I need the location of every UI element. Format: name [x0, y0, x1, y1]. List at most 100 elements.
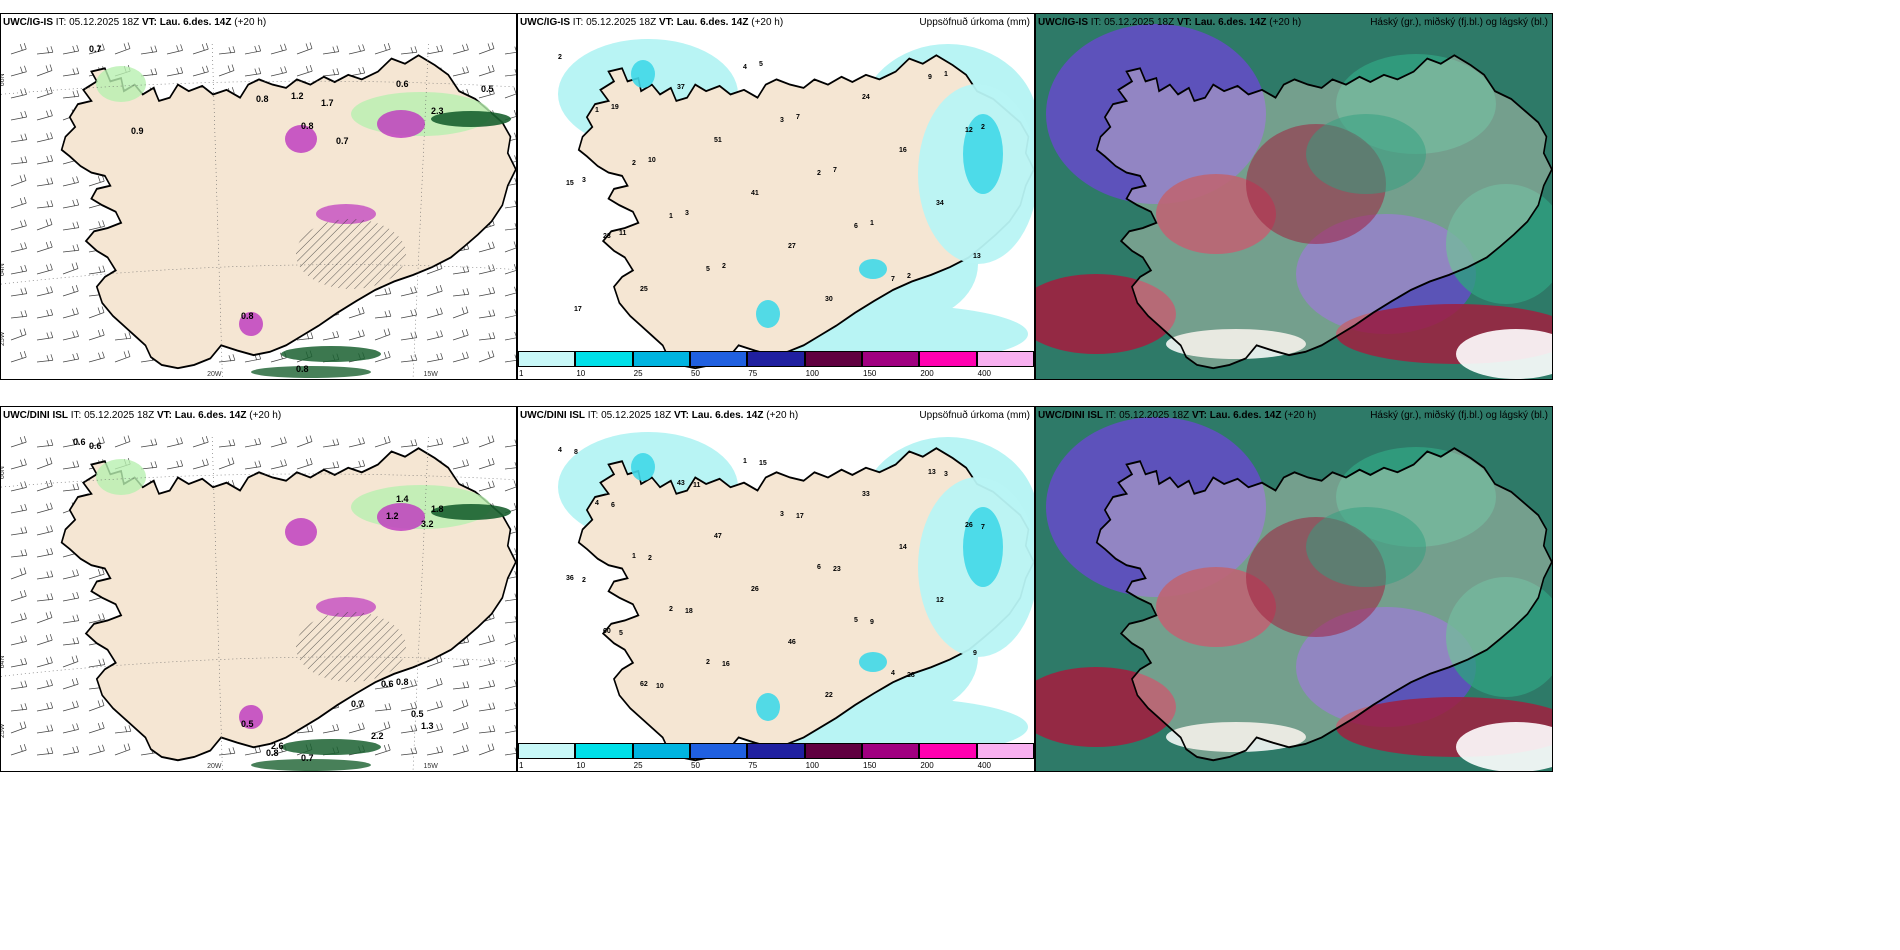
colorbar-segment — [518, 743, 576, 759]
precip-value: 7 — [796, 114, 800, 121]
cloud-mid — [1296, 607, 1476, 727]
precip-value: 4 — [891, 670, 895, 677]
precip-value: 51 — [714, 137, 722, 144]
title-part: 05.12.2025 18Z — [586, 17, 657, 28]
cloud-low-red — [1036, 667, 1176, 747]
title-part: VT: — [658, 17, 674, 28]
precip-core — [963, 507, 1003, 587]
precip-value: 47 — [714, 533, 722, 540]
wind-value: 1.8 — [431, 504, 444, 514]
precip-value: 46 — [788, 639, 796, 646]
panel-field-label: Háský (gr.), miðský (fj.bl.) og lágský (… — [1370, 17, 1548, 28]
title-part: VT: — [1191, 410, 1207, 421]
colorbar-segment — [632, 351, 690, 367]
axis-label: 20W — [207, 371, 222, 378]
panel-precip-top: UWC/IG-IS IT: 05.12.2025 18Z VT: Lau. 6.… — [517, 13, 1035, 380]
precip-value: 2 — [558, 54, 562, 61]
colorbar-segment — [976, 351, 1034, 367]
precip-value: 36 — [566, 575, 574, 582]
panel-field-label: Háský (gr.), miðský (fj.bl.) og lágský (… — [1370, 410, 1548, 421]
colorbar-tick: 75 — [748, 369, 758, 378]
wind-value: 2.3 — [431, 106, 444, 116]
title-part: (+20 h) — [249, 410, 282, 421]
wind-value: 0.7 — [301, 753, 314, 763]
precip-overlay — [631, 453, 1034, 721]
colorbar-tick: 1 — [519, 761, 524, 770]
green-dark-patch — [431, 504, 511, 520]
title-part: VT: — [1176, 17, 1192, 28]
colorbar-segment — [575, 351, 633, 367]
colorbar-segment — [919, 351, 977, 367]
precip-value: 12 — [936, 597, 944, 604]
colorbar-segment — [804, 351, 862, 367]
colorbar-tick: 25 — [633, 761, 643, 770]
colorbar-segment — [632, 743, 690, 759]
title-part: 05.12.2025 18Z — [1104, 17, 1175, 28]
wind-value: 0.6 — [396, 79, 409, 89]
axis-label: 15W — [423, 371, 438, 378]
cloud-mid — [1296, 214, 1476, 334]
title-part: UWC/DINI ISL — [1038, 410, 1103, 421]
cloud-overlay — [1246, 114, 1426, 244]
green-dark-patch — [431, 111, 511, 127]
graticule — [1, 43, 516, 379]
panel-cloud-bottom: UWC/DINI ISL IT: 05.12.2025 18Z VT: Lau.… — [1035, 406, 1553, 772]
title-part: Lau. 6.des. 14Z — [174, 410, 247, 421]
cloud-low — [1446, 184, 1552, 304]
colorbar-segment — [804, 743, 862, 759]
title-part: UWC/IG-IS — [1038, 17, 1088, 28]
magenta-patch — [316, 597, 376, 617]
axis-label: 15W — [423, 763, 438, 770]
hatched-region — [296, 612, 406, 682]
wind-value: 0.6 — [381, 679, 394, 689]
wind-value: 0.8 — [296, 364, 309, 374]
map-canvas — [1036, 14, 1552, 379]
precip-value: 17 — [796, 513, 804, 520]
precip-value: 2 — [669, 606, 673, 613]
magenta-patch — [285, 125, 317, 153]
precip-value: 11 — [619, 230, 627, 237]
precip-value: 43 — [677, 480, 685, 487]
panel-title: UWC/IG-IS IT: 05.12.2025 18Z VT: Lau. 6.… — [3, 17, 266, 28]
title-part: UWC/DINI ISL — [3, 410, 68, 421]
axis-label: 25W — [1, 723, 6, 738]
colorbar: 1 10 25 50 75 100 150 200 400 — [518, 351, 1034, 379]
panel-title: UWC/IG-IS IT: 05.12.2025 18Z VT: Lau. 6.… — [520, 17, 783, 28]
cloud-field — [1036, 14, 1552, 379]
colorbar-segment — [690, 743, 748, 759]
map-canvas: 0.7 0.9 0.8 1.2 1.7 0.6 0.7 0.5 0.8 2.3 0.8 0.8 66N 6… — [1, 42, 516, 379]
precip-value: 15 — [566, 180, 574, 187]
precip-value: 2 — [722, 263, 726, 270]
hatched-region — [296, 219, 406, 289]
precip-value: 12 — [965, 127, 973, 134]
colorbar-segment — [747, 743, 805, 759]
cloud-low — [1306, 507, 1426, 587]
panel-wind-top: UWC/IG-IS IT: 05.12.2025 18Z VT: Lau. 6.… — [0, 13, 517, 380]
precip-value: 2 — [582, 577, 586, 584]
precip-value: 2 — [981, 124, 985, 131]
precip-value: 13 — [973, 253, 981, 260]
precip-value: 7 — [981, 524, 985, 531]
precip-value: 18 — [685, 608, 693, 615]
precip-value: 30 — [825, 296, 833, 303]
precip-value: 41 — [751, 190, 759, 197]
wind-value: 1.2 — [386, 511, 399, 521]
title-part: IT: — [55, 17, 67, 28]
cloud-low-red — [1156, 567, 1276, 647]
colorbar-tick: 400 — [977, 761, 992, 770]
title-part: 05.12.2025 18Z — [69, 17, 140, 28]
title-part: Lau. 6.des. 14Z — [1194, 17, 1267, 28]
magenta-patch — [377, 503, 425, 531]
title-part: UWC/IG-IS — [3, 17, 53, 28]
wind-value: 0.9 — [131, 126, 144, 136]
colorbar-tick: 1 — [519, 369, 524, 378]
precip-value: 2 — [817, 170, 821, 177]
precip-value: 3 — [685, 210, 689, 217]
title-part: (+20 h) — [751, 17, 784, 28]
precip-value: 16 — [722, 661, 730, 668]
title-part: (+20 h) — [766, 410, 799, 421]
precip-value: 28 — [907, 672, 915, 679]
precip-value: 5 — [759, 61, 763, 68]
precip-value: 1 — [669, 213, 673, 220]
title-part: IT: — [587, 410, 599, 421]
